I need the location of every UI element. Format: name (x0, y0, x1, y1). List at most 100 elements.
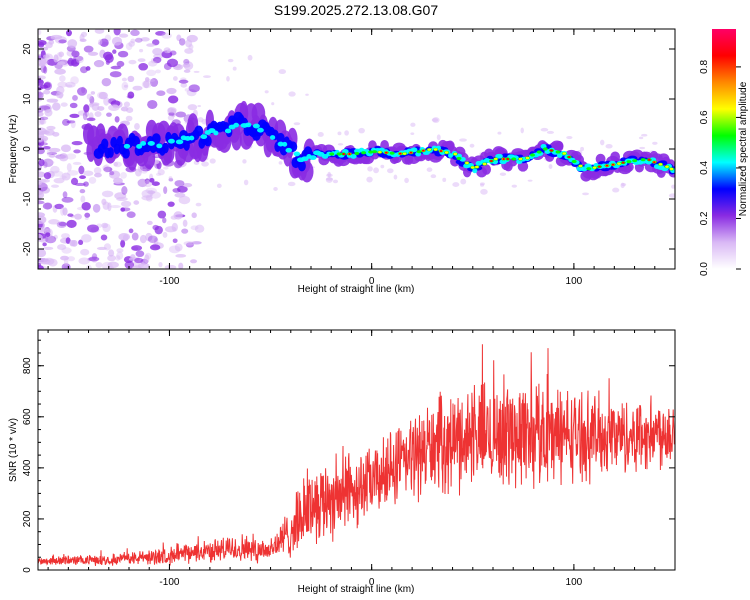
spectrogram-blob (45, 232, 51, 237)
spectrogram-blob (555, 140, 564, 152)
spectrogram-blob (139, 234, 147, 244)
y-tick-label: -10 (22, 191, 33, 206)
spectrogram-blob (80, 248, 90, 256)
spectrogram-blob (380, 164, 385, 169)
spectrogram-blob (309, 155, 317, 161)
spectrogram-blob (116, 248, 124, 253)
spectrogram-blob (146, 43, 156, 47)
spectrogram-blob (174, 243, 183, 252)
spectrogram-blob (41, 46, 49, 51)
spectrogram-blob (224, 128, 232, 134)
spectrogram-blob (156, 143, 163, 149)
spectrogram-blob (571, 159, 577, 164)
spectrogram-blob (171, 222, 178, 232)
spectrogram-blob (55, 91, 64, 99)
spectrogram-blob (112, 49, 117, 54)
spectrogram-blob (288, 91, 296, 97)
colorbar-tick-label: 0.8 (699, 60, 710, 74)
spectrogram-blob (38, 29, 42, 36)
spectrogram-blob (168, 245, 181, 254)
spectrogram-blob (67, 256, 76, 262)
spectrogram-blob (77, 87, 88, 96)
spectrogram-blob (145, 232, 153, 242)
spectrogram-blob (113, 161, 119, 167)
spectrogram-blob (72, 161, 82, 166)
spectrogram-blob (130, 254, 136, 260)
spectrogram-blob (66, 163, 72, 172)
spectrogram-blob (98, 39, 103, 46)
spectrogram-blob (42, 54, 50, 59)
spectrogram-blob (175, 254, 187, 258)
spectrogram-blob (361, 151, 367, 155)
spectrogram-blob (154, 225, 163, 235)
spectrogram-blob (60, 207, 65, 216)
spectrogram-blob (378, 150, 382, 154)
spectrogram-blob (149, 177, 155, 183)
spectrogram-blob (78, 239, 84, 246)
colorbar-tick-label: 0.0 (699, 262, 710, 276)
spectrogram-blob (96, 246, 107, 251)
spectrogram-blob (372, 150, 378, 154)
spectrogram-blob (140, 168, 148, 174)
spectrogram-blob (448, 153, 454, 158)
spectrogram-blob (671, 184, 675, 189)
spectrogram-blob (77, 110, 87, 116)
spectrogram-blob (107, 266, 114, 269)
spectrogram-blob (91, 253, 98, 261)
spectrogram-blob (48, 147, 61, 153)
chart-title: S199.2025.272.13.08.G07 (274, 2, 438, 18)
spectrogram-blob (60, 144, 72, 153)
spectrogram-blob (70, 177, 79, 186)
spectrogram-blob (344, 130, 349, 136)
spectrogram-blob (582, 192, 589, 196)
spectrogram-blob (124, 261, 135, 269)
spectrogram-blob (187, 104, 198, 111)
spectrogram-blob (38, 228, 47, 233)
spectrogram-blob (469, 143, 475, 148)
spectrogram-blob (163, 186, 168, 194)
spectrogram-blob (128, 59, 137, 65)
spectrogram-blob (38, 227, 49, 232)
spectrogram-blob (62, 191, 68, 199)
spectrogram-blob (157, 210, 167, 219)
snr-y-axis: 0 200 400 600 800 (22, 339, 675, 573)
spectrogram-blob (101, 77, 112, 87)
spectrogram-blob (147, 141, 155, 146)
spectrogram-blob (83, 170, 94, 176)
spectrogram-blob (166, 87, 177, 95)
spectrogram-blob (86, 93, 93, 100)
spectrogram-blob (167, 115, 175, 121)
spectrogram-blob (50, 34, 63, 40)
spectrogram-blob (113, 143, 121, 155)
spectrogram-blob (38, 111, 44, 117)
spectrogram-blob (80, 31, 88, 37)
spectrogram-blob (46, 151, 58, 155)
spectrogram-y-axis: -20 -10 0 10 20 (22, 38, 675, 260)
spectrogram-blob (482, 164, 491, 175)
spectrogram-blob (65, 153, 77, 160)
colorbar-tick-label: 0.6 (699, 110, 710, 124)
spectrogram-blob (432, 117, 440, 123)
spectrogram-blob (332, 179, 339, 184)
y-tick-label: 200 (22, 510, 33, 527)
spectrogram-blob (598, 165, 601, 168)
spectrogram-blob (38, 79, 43, 84)
spectrogram-blob (94, 172, 102, 178)
spectrogram-blob (525, 156, 530, 160)
spectrogram-blob (277, 141, 284, 147)
spectrogram-blob (459, 138, 467, 142)
spectrogram-blob (562, 152, 567, 155)
spectrogram-blob (518, 157, 523, 161)
spectrogram-blob (60, 102, 68, 107)
spectrogram-blob (182, 63, 191, 68)
spectrogram-blob (368, 150, 374, 154)
x-tick-label: -100 (159, 577, 179, 588)
spectrogram-blob (567, 156, 571, 158)
spectrogram-blob (58, 39, 67, 44)
spectrogram-blob (113, 161, 122, 168)
spectrogram-blob (47, 160, 55, 165)
spectrogram-blob (79, 188, 86, 194)
spectrogram-blob (43, 82, 51, 89)
spectrogram-blob (113, 29, 121, 36)
spectrogram-blob (550, 149, 553, 152)
